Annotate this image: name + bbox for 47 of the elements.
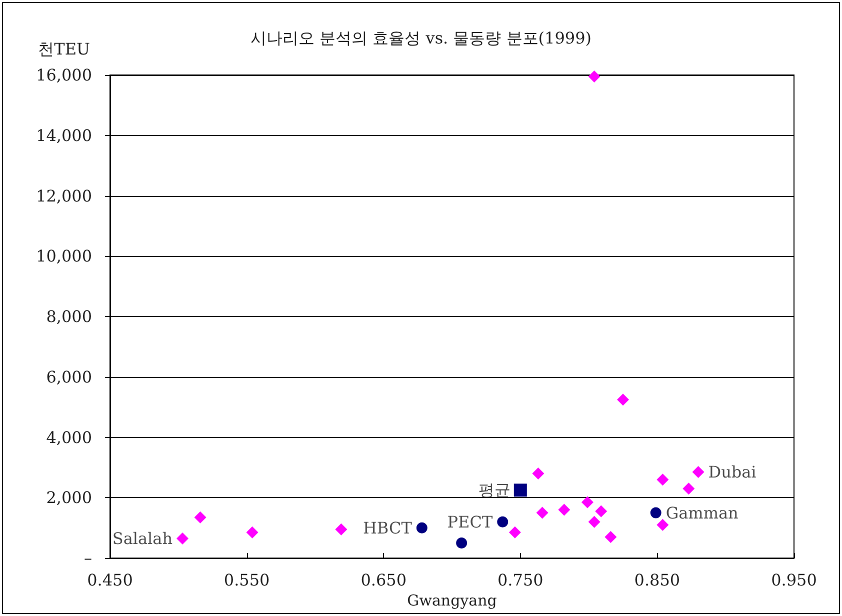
annotation: Salalah bbox=[112, 528, 173, 548]
y-tick-label: 6,000 bbox=[46, 367, 92, 386]
x-tick-label: 0.850 bbox=[634, 570, 680, 590]
point bbox=[194, 511, 206, 524]
y-tick-label: 8,000 bbox=[46, 307, 92, 326]
point bbox=[176, 532, 189, 544]
point bbox=[617, 394, 629, 406]
point bbox=[656, 474, 669, 486]
point bbox=[588, 516, 600, 528]
y-tick-label: 4,000 bbox=[46, 428, 92, 447]
point bbox=[595, 505, 608, 518]
point bbox=[456, 538, 468, 548]
point bbox=[335, 523, 348, 536]
y-tick-label: 14,000 bbox=[36, 126, 92, 145]
y-axis-title: 천TEU bbox=[38, 40, 90, 58]
x-axis-title: Gwangyang bbox=[407, 592, 498, 610]
point bbox=[581, 496, 594, 508]
y-tick-label: 12,000 bbox=[36, 186, 92, 206]
point bbox=[604, 530, 617, 543]
annotation: Gamman bbox=[666, 503, 738, 522]
annotation: Dubai bbox=[708, 462, 756, 482]
point bbox=[246, 526, 258, 538]
y-tick-label: – bbox=[84, 548, 92, 568]
point bbox=[656, 518, 669, 531]
x-tick-label: 0.650 bbox=[360, 570, 407, 590]
point bbox=[692, 466, 704, 478]
point bbox=[416, 522, 428, 534]
annotation: PECT bbox=[447, 512, 493, 532]
point bbox=[536, 506, 548, 519]
point bbox=[532, 468, 544, 480]
chart-title: 시나리오 분석의 효율성 vs. 물동량 분포(1999) bbox=[250, 28, 592, 48]
x-tick-label: 0.550 bbox=[224, 570, 270, 590]
annotation: 평균 bbox=[478, 480, 510, 500]
y-tick-label: 16,000 bbox=[36, 66, 92, 84]
point bbox=[514, 484, 527, 497]
point bbox=[682, 482, 695, 495]
x-tick-label: 0.750 bbox=[497, 570, 544, 590]
point bbox=[650, 507, 662, 518]
y-tick-label: 10,000 bbox=[36, 246, 92, 266]
annotation: HBCT bbox=[362, 518, 412, 538]
y-tick-label: 2,000 bbox=[46, 488, 92, 508]
point bbox=[508, 526, 521, 538]
x-tick-label: 0.950 bbox=[771, 570, 817, 590]
point bbox=[588, 70, 600, 83]
point bbox=[497, 516, 508, 528]
point bbox=[558, 504, 570, 516]
x-tick-label: 0.450 bbox=[87, 570, 133, 590]
